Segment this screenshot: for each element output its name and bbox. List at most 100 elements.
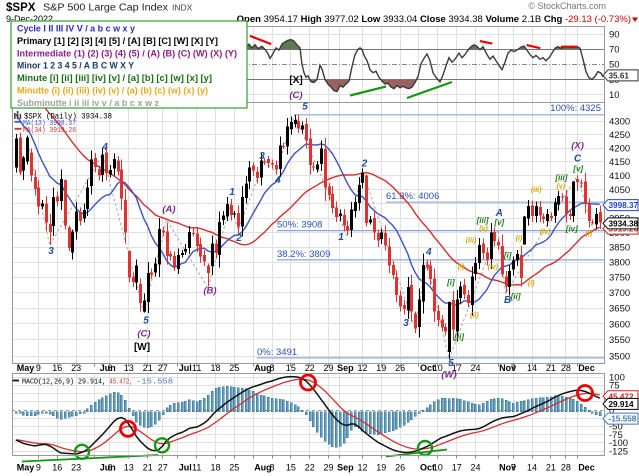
svg-text:(iv): (iv) (540, 229, 551, 236)
svg-text:-15.558: -15.558 (609, 415, 637, 424)
svg-text:45.472,: 45.472, (110, 379, 133, 387)
svg-text:3550: 3550 (609, 335, 630, 346)
svg-text:3: 3 (403, 318, 409, 329)
svg-text:8: 8 (269, 463, 274, 473)
svg-text:3998.37: 3998.37 (609, 201, 639, 210)
svg-text:21: 21 (546, 363, 556, 373)
svg-text:6: 6 (107, 463, 112, 473)
svg-text:9-Dec-2022: 9-Dec-2022 (6, 14, 53, 24)
svg-text:(v): (v) (479, 226, 488, 233)
svg-text:9: 9 (36, 463, 41, 473)
svg-text:Aug: Aug (254, 463, 272, 473)
svg-text:Minutte (i) (ii) (iii) (iv) (v: Minutte (i) (ii) (iii) (iv) (v) / (a) (b… (17, 86, 208, 96)
svg-text:-75: -75 (609, 430, 623, 441)
svg-text:4150: 4150 (609, 157, 630, 168)
svg-text:Minor 1 2 3 4 5 / A B C W X Y: Minor 1 2 3 4 5 / A B C W X Y (17, 61, 134, 71)
svg-text:(i): (i) (458, 264, 465, 271)
svg-text:(B): (B) (203, 286, 216, 297)
svg-text:23: 23 (71, 463, 81, 473)
svg-text:Primary [1] [2] [3] [4] [5] /: Primary [1] [2] [3] [4] [5] / [A] [B] [C… (17, 36, 218, 46)
svg-text:[iii]: [iii] (476, 216, 489, 225)
svg-text:2: 2 (361, 159, 368, 170)
svg-text:(iv): (iv) (488, 264, 499, 271)
svg-text:29: 29 (323, 363, 333, 373)
svg-text:3650: 3650 (609, 304, 630, 315)
svg-text:$SPX (Daily) 3934.38: $SPX (Daily) 3934.38 (24, 112, 112, 122)
svg-text:13: 13 (124, 463, 134, 473)
svg-text:5: 5 (302, 102, 308, 113)
svg-text:[v]: [v] (493, 218, 504, 227)
svg-text:[X]: [X] (289, 75, 302, 86)
svg-text:C: C (574, 154, 582, 165)
svg-text:3934.38: 3934.38 (609, 219, 639, 228)
svg-text:MA(34) 3919.26: MA(34) 3919.26 (23, 127, 76, 135)
svg-text:1: 1 (229, 187, 235, 198)
svg-text:100%: 4325: 100%: 4325 (550, 103, 601, 114)
svg-text:7: 7 (511, 363, 516, 373)
svg-text:35.61: 35.61 (609, 71, 630, 80)
svg-text:3750: 3750 (609, 273, 630, 284)
svg-text:17: 17 (452, 463, 462, 473)
svg-text:12: 12 (357, 363, 367, 373)
svg-text:Aug: Aug (254, 363, 272, 373)
svg-text:6: 6 (107, 363, 112, 373)
svg-text:26: 26 (395, 463, 405, 473)
svg-text:(ii): (ii) (470, 313, 479, 320)
svg-text:3700: 3700 (609, 288, 630, 299)
svg-text:B: B (504, 295, 511, 306)
svg-text:26: 26 (395, 363, 405, 373)
svg-text:3600: 3600 (609, 319, 630, 330)
svg-text:(v): (v) (557, 184, 566, 191)
svg-text:0%: 3491: 0%: 3491 (257, 347, 297, 358)
svg-text:24: 24 (470, 363, 480, 373)
svg-text:(i): (i) (586, 230, 593, 237)
svg-text:13: 13 (124, 363, 134, 373)
svg-text:Sep: Sep (337, 363, 354, 373)
svg-text:Sep: Sep (337, 463, 354, 473)
svg-text:19: 19 (376, 463, 386, 473)
svg-text:Dec: Dec (578, 463, 595, 473)
svg-text:70: 70 (609, 45, 620, 56)
svg-text:61.8%: 4006: 61.8%: 4006 (386, 191, 439, 202)
svg-text:22: 22 (305, 463, 315, 473)
svg-text:2: 2 (235, 233, 242, 244)
svg-text:Oct: Oct (420, 363, 435, 373)
svg-text:4300: 4300 (609, 117, 630, 128)
svg-text:10: 10 (609, 90, 620, 101)
svg-text:1: 1 (338, 232, 344, 243)
svg-text:10: 10 (433, 363, 443, 373)
svg-text:9: 9 (36, 363, 41, 373)
svg-text:29.914: 29.914 (609, 400, 634, 409)
svg-text:Subminutte i ii iii iv v / a b: Subminutte i ii iii iv v / a b c x w z (17, 98, 160, 108)
svg-text:3800: 3800 (609, 258, 630, 269)
svg-text:-15.558: -15.558 (136, 379, 173, 387)
svg-text:S&P 500 Large Cap Index: S&P 500 Large Cap Index (43, 3, 168, 14)
svg-text:INDX: INDX (172, 3, 193, 13)
svg-text:MACD(12,26,9) 29.914,: MACD(12,26,9) 29.914, (22, 379, 106, 387)
svg-text:50: 50 (609, 60, 620, 71)
svg-text:0: 0 (609, 405, 614, 416)
svg-text:75: 75 (609, 381, 620, 392)
svg-text:Nov: Nov (499, 363, 516, 373)
svg-text:Intermediate (1) (2) (3) (4) (: Intermediate (1) (2) (3) (4) (5) / (A) (… (17, 48, 237, 58)
svg-text:28: 28 (561, 363, 571, 373)
svg-text:27: 27 (158, 463, 168, 473)
svg-text:-100: -100 (609, 438, 628, 449)
svg-text:4050: 4050 (609, 185, 630, 196)
svg-text:90: 90 (609, 30, 620, 41)
svg-text:22: 22 (305, 363, 315, 373)
svg-text:14: 14 (527, 463, 537, 473)
svg-text:(iii): (iii) (466, 238, 477, 245)
svg-text:[i]: [i] (446, 278, 455, 287)
svg-text:Minute [i] [ii] [iii] [iv] [v]: Minute [i] [ii] [iii] [iv] [v] / [a] [b]… (17, 73, 212, 83)
svg-text:Jul: Jul (179, 463, 192, 473)
svg-text:18: 18 (210, 463, 220, 473)
svg-text:(C): (C) (289, 90, 302, 101)
svg-text:(i): (i) (516, 236, 523, 243)
svg-text:4: 4 (101, 142, 108, 153)
svg-text:8: 8 (269, 363, 274, 373)
svg-text:3500: 3500 (609, 351, 630, 362)
svg-text:Open 3954.17 High 3977.02 Low: Open 3954.17 High 3977.02 Low 3933.04 Cl… (237, 14, 631, 25)
svg-text:Cycle I II III IV V / a b c w: Cycle I II III IV V / a b c w x y (17, 24, 135, 34)
svg-text:21: 21 (143, 463, 153, 473)
